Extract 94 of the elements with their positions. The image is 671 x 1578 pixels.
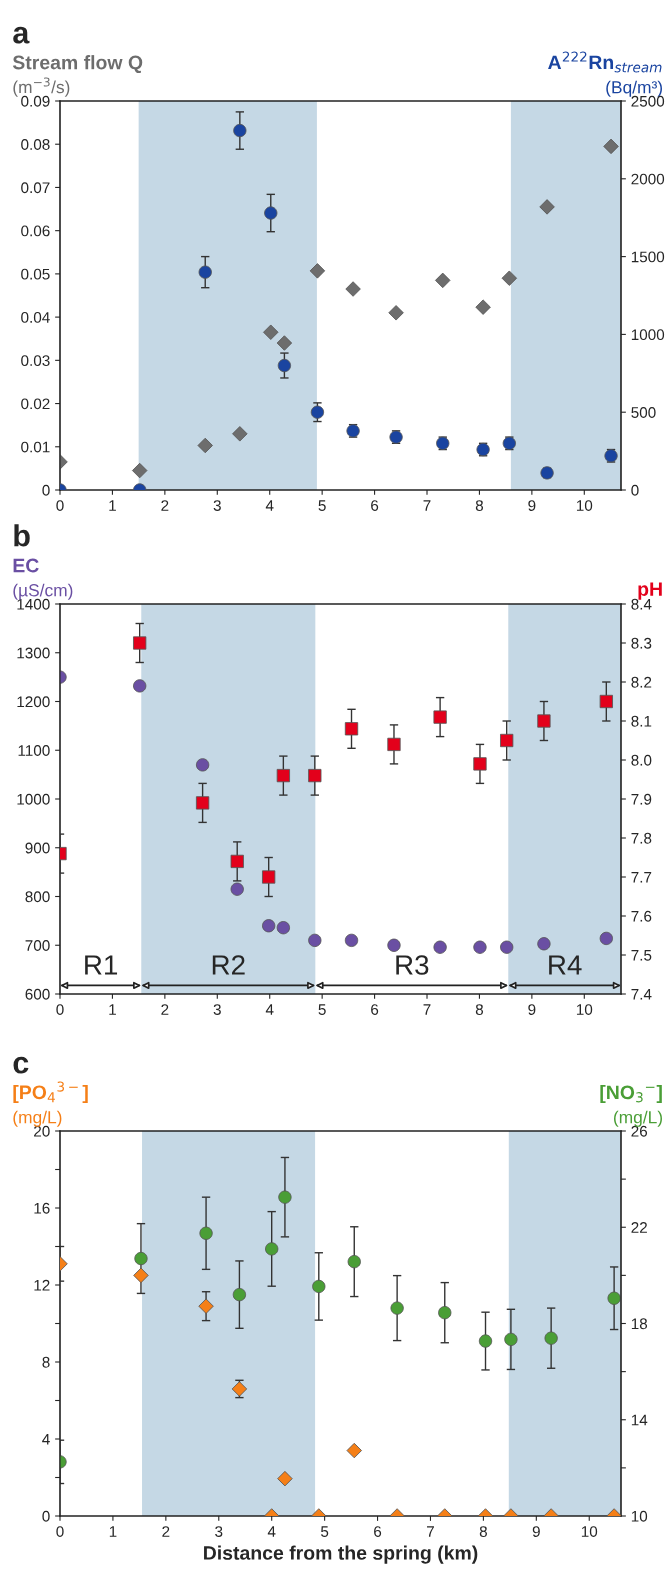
x-tick-label: 1: [109, 1004, 116, 1015]
x-tick-label: 3: [213, 500, 221, 511]
annotation: R1: [85, 955, 118, 975]
y-tick-label: 0.04: [21, 311, 50, 323]
x-tick-label: 5: [320, 1526, 329, 1537]
y2-tick-label: 7.9: [631, 793, 652, 805]
y-tick-label: 0.09: [21, 95, 50, 107]
y-tick-label: 0: [42, 1510, 50, 1522]
y-tick-label: 1200: [17, 696, 50, 708]
x-tick-label: 10: [576, 500, 593, 511]
y2-tick-label: 26: [631, 1125, 648, 1137]
x-tick-label: 3: [213, 1004, 221, 1015]
y-tick-label: 0.05: [21, 268, 50, 280]
x-tick-label: 1: [109, 500, 116, 511]
x-tick-label: 1: [109, 1526, 117, 1537]
y-tick-label: 900: [25, 842, 50, 854]
y2-tick-label: 8.3: [631, 637, 652, 649]
x-tick-label: 2: [161, 1004, 169, 1015]
y2-tick-label: 7.6: [631, 910, 652, 922]
chart-title: a: [13, 26, 30, 44]
y-axis-title: Stream flow Q (m$^{−3}$/s): [12, 55, 143, 97]
x-axis-title: Distance from the spring (km): [204, 1545, 478, 1564]
y-tick-label: 0.02: [21, 398, 50, 410]
y2-tick-label: 8.4: [631, 598, 652, 610]
y2-tick-label: 8.2: [631, 676, 652, 688]
y2-axis-title: [NO$_{3}$$^{−}$] (mg/L): [600, 1084, 662, 1127]
y-tick-label: 600: [25, 988, 50, 1000]
x-tick-label: 6: [371, 1004, 379, 1015]
y2-tick-label: 2000: [631, 173, 665, 185]
y2-tick-label: 7.4: [631, 989, 652, 1000]
y-tick-label: 800: [25, 891, 50, 903]
x-tick-label: 8: [479, 1526, 487, 1537]
annotation: R2: [212, 955, 245, 975]
y-tick-label: 0.07: [21, 182, 50, 194]
y-tick-label: 0.08: [21, 139, 50, 150]
y-axis-title: [PO$_{4}$$^{3−}$] (mg/L): [13, 1081, 88, 1127]
x-tick-label: 2: [162, 1526, 170, 1537]
chart-title: b: [14, 524, 30, 547]
x-tick-label: 3: [215, 1526, 223, 1537]
y-tick-label: 1400: [17, 598, 50, 610]
x-tick-label: 5: [318, 1004, 326, 1015]
y2-tick-label: 10: [631, 1510, 648, 1522]
x-tick-label: 0: [56, 1004, 64, 1015]
x-tick-label: 6: [374, 1526, 382, 1537]
y-tick-label: 0.03: [21, 355, 50, 367]
y2-axis-title: pH: [638, 582, 662, 600]
y2-tick-label: 1000: [631, 329, 665, 341]
y2-tick-label: 22: [631, 1222, 647, 1233]
y2-tick-label: 0: [631, 484, 639, 496]
y2-tick-label: 18: [631, 1318, 648, 1330]
y2-tick-label: 7.8: [631, 832, 652, 844]
y2-tick-label: 8.1: [631, 715, 652, 727]
y-tick-label: 12: [34, 1279, 50, 1291]
y2-tick-label: 2500: [631, 95, 665, 107]
y-tick-label: 1100: [18, 745, 50, 756]
y2-axis-title: A$^{222}$Rn$_{stream}$ (Bq/m³): [548, 51, 662, 97]
y2-tick-label: 1500: [631, 251, 665, 263]
y-tick-label: 20: [34, 1125, 50, 1137]
annotation: R4: [549, 955, 582, 975]
x-tick-label: 9: [528, 500, 536, 511]
y2-tick-label: 14: [631, 1414, 648, 1426]
x-tick-label: 7: [423, 500, 431, 511]
y-tick-label: 0.01: [21, 441, 50, 453]
y2-tick-label: 7.7: [631, 872, 652, 883]
annotation: R3: [396, 955, 429, 975]
y-tick-label: 0.06: [21, 225, 50, 237]
x-tick-label: 5: [318, 500, 326, 511]
x-tick-label: 2: [161, 500, 169, 511]
y2-tick-label: 500: [631, 407, 656, 418]
y-axis-title: EC (µS/cm): [13, 558, 73, 600]
x-tick-label: 4: [267, 1526, 276, 1537]
y2-tick-label: 7.5: [631, 950, 652, 961]
x-tick-label: 10: [576, 1004, 593, 1015]
y-tick-label: 4: [42, 1434, 50, 1445]
y2-tick-label: 8.0: [631, 754, 652, 766]
x-tick-label: 10: [581, 1526, 598, 1537]
x-tick-label: 8: [475, 500, 484, 511]
x-tick-label: 4: [265, 500, 274, 511]
x-tick-label: 9: [532, 1526, 540, 1537]
x-tick-label: 0: [56, 500, 64, 511]
x-tick-label: 9: [528, 1004, 536, 1015]
x-tick-label: 4: [265, 1004, 274, 1015]
x-tick-label: 7: [427, 1526, 434, 1537]
y-tick-label: 8: [42, 1356, 50, 1368]
x-tick-label: 8: [475, 1004, 484, 1015]
y-tick-label: 1300: [17, 647, 50, 659]
y-tick-label: 700: [25, 940, 50, 951]
y-tick-label: 16: [34, 1202, 50, 1214]
x-tick-label: 7: [423, 1004, 431, 1015]
chart-title: c: [13, 1056, 29, 1074]
x-tick-label: 6: [371, 500, 379, 511]
y-tick-label: 1000: [17, 793, 50, 805]
y-tick-label: 0: [42, 484, 50, 496]
x-tick-label: 0: [56, 1526, 64, 1537]
